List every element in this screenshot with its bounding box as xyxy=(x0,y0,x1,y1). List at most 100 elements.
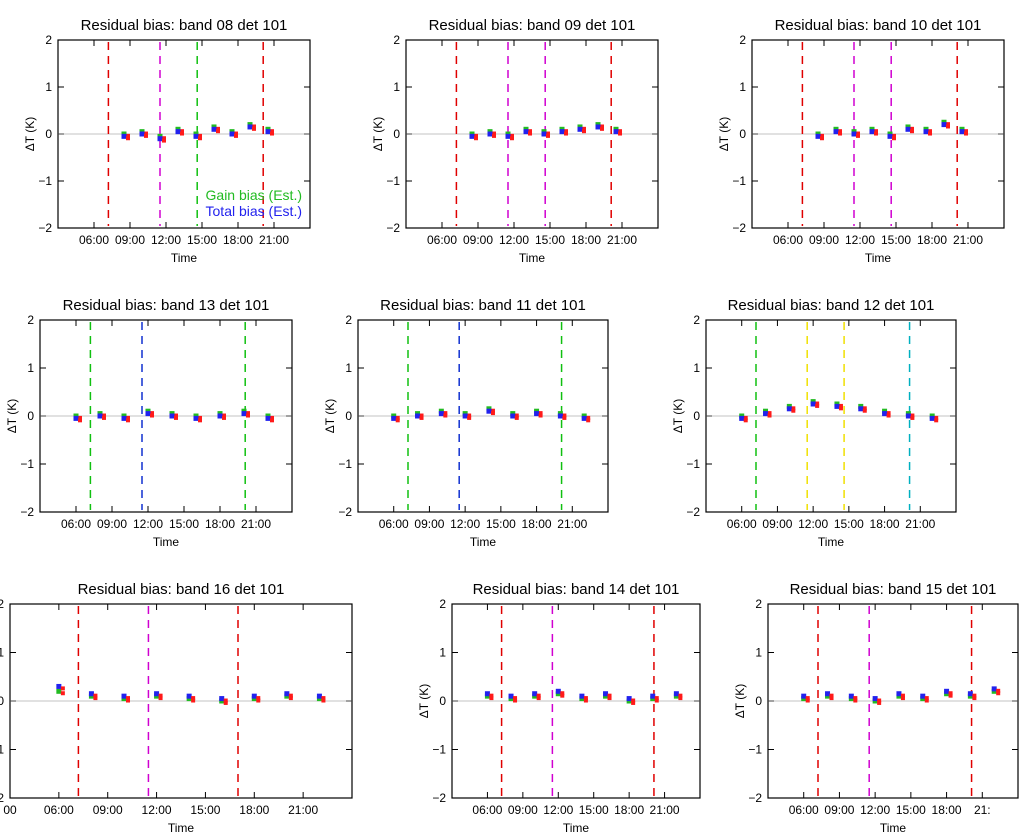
data-point xyxy=(833,129,839,135)
data-point xyxy=(193,415,199,421)
x-tick-label: 06:00 xyxy=(789,803,819,817)
x-tick-label: 12:00 xyxy=(845,233,875,247)
residual-point xyxy=(910,129,914,134)
data-point xyxy=(219,696,225,702)
residual-point xyxy=(948,693,953,698)
residual-point xyxy=(546,133,550,138)
residual-point xyxy=(538,413,543,418)
y-axis-label: ΔT (K) xyxy=(371,117,385,151)
x-tick-label: 15:00 xyxy=(535,233,565,247)
y-tick-label: −2 xyxy=(0,791,4,805)
residual-point xyxy=(607,693,612,698)
x-tick-label: 12:00 xyxy=(860,803,890,817)
residual-point xyxy=(162,138,166,143)
x-axis-label: Time xyxy=(519,251,546,265)
y-tick-label: 2 xyxy=(27,313,34,327)
residual-point xyxy=(829,693,834,698)
residual-point xyxy=(996,691,1001,696)
y-tick-label: 1 xyxy=(693,361,700,375)
residual-point xyxy=(564,131,568,136)
x-tick-label: 15:00 xyxy=(579,803,609,817)
residual-point xyxy=(126,698,130,703)
data-point xyxy=(603,691,609,697)
y-tick-label: 0 xyxy=(345,409,352,423)
residual-point xyxy=(815,403,820,408)
y-tick-label: −2 xyxy=(38,221,52,235)
residual-point xyxy=(252,124,256,129)
residual-point xyxy=(886,413,891,418)
x-tick-label: 12:00 xyxy=(151,233,181,247)
legend-entry: Gain bias (Est.) xyxy=(206,187,302,203)
data-point xyxy=(541,131,547,137)
x-axis-label: Time xyxy=(563,821,590,835)
x-tick-label: 21:00 xyxy=(288,803,318,817)
data-point xyxy=(265,129,271,135)
data-point xyxy=(834,403,840,409)
data-point xyxy=(217,413,223,419)
residual-point xyxy=(126,136,130,141)
data-point xyxy=(469,133,475,139)
residual-point xyxy=(321,696,326,701)
x-tick-label: 15:00 xyxy=(187,233,217,247)
residual-point xyxy=(288,693,293,698)
data-point xyxy=(145,411,151,417)
data-point xyxy=(869,129,875,135)
residual-point xyxy=(126,415,130,420)
y-tick-label: 0 xyxy=(439,694,446,708)
residual-point xyxy=(443,411,448,416)
x-tick-label: 21: xyxy=(974,803,991,817)
x-tick-label: 09:00 xyxy=(414,517,444,531)
residual-point xyxy=(191,696,196,701)
y-tick-label: −2 xyxy=(686,505,700,519)
residual-point xyxy=(270,129,274,134)
residual-point xyxy=(934,415,939,420)
residual-point xyxy=(820,133,824,138)
data-point xyxy=(438,411,444,417)
residual-point xyxy=(474,136,478,141)
y-tick-label: 0 xyxy=(0,694,4,708)
residual-point xyxy=(607,696,612,701)
y-tick-label: 1 xyxy=(45,80,52,94)
data-point xyxy=(786,406,792,412)
y-tick-label: −1 xyxy=(386,174,400,188)
x-tick-label: 21:00 xyxy=(259,233,289,247)
residual-point xyxy=(419,413,424,418)
residual-point xyxy=(654,696,659,701)
residual-point xyxy=(874,131,878,136)
y-tick-label: −1 xyxy=(748,743,762,757)
residual-point xyxy=(395,418,400,423)
y-axis-label: ΔT (K) xyxy=(23,117,37,151)
residual-point xyxy=(223,698,228,703)
residual-point xyxy=(972,696,977,701)
residual-point xyxy=(513,696,518,701)
x-tick-label: 09:00 xyxy=(97,517,127,531)
residual-point xyxy=(631,700,636,705)
y-tick-label: −2 xyxy=(386,221,400,235)
residual-point xyxy=(678,696,683,701)
x-tick-label: 21:00 xyxy=(241,517,271,531)
residual-point xyxy=(536,696,541,701)
residual-point xyxy=(856,131,860,136)
data-point xyxy=(532,691,538,697)
residual-point xyxy=(564,129,568,134)
residual-point xyxy=(144,131,148,136)
y-tick-label: −1 xyxy=(38,174,52,188)
data-point xyxy=(251,693,257,699)
residual-point xyxy=(924,696,929,701)
residual-point xyxy=(583,696,588,701)
residual-point xyxy=(924,698,929,703)
data-point xyxy=(510,413,516,419)
panel-4: Residual bias: band 13 det 101 Time ΔT (K)… xyxy=(5,297,293,549)
y-tick-label: −2 xyxy=(748,791,762,805)
residual-point xyxy=(946,124,950,129)
residual-point xyxy=(791,406,796,411)
y-axis-label: ΔT (K) xyxy=(671,399,685,433)
residual-point xyxy=(767,411,772,416)
y-tick-label: 1 xyxy=(345,361,352,375)
residual-point xyxy=(910,413,915,418)
x-tick-label: 18:00 xyxy=(239,803,269,817)
residual-point xyxy=(586,415,591,420)
residual-point xyxy=(743,415,748,420)
residual-point xyxy=(246,411,250,416)
residual-point xyxy=(910,415,915,420)
